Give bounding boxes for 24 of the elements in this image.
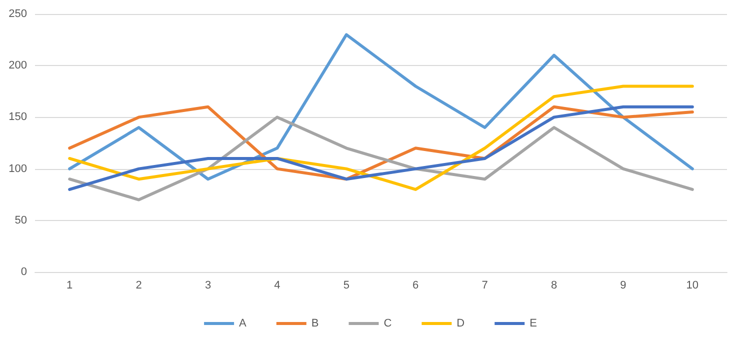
y-tick-label: 200	[8, 60, 27, 72]
y-tick-label: 0	[20, 266, 27, 278]
x-tick-label: 5	[343, 280, 350, 292]
legend-label: D	[456, 318, 465, 330]
x-tick-label: 10	[686, 280, 699, 292]
x-tick-label: 2	[136, 280, 142, 292]
x-tick-label: 9	[620, 280, 626, 292]
x-tick-label: 1	[66, 280, 73, 292]
legend-label: A	[239, 318, 248, 330]
line-series	[68, 116, 694, 202]
y-tick-label: 50	[14, 214, 27, 226]
y-tick-label: 250	[8, 8, 27, 20]
legend-label: C	[384, 318, 392, 330]
legend-label: E	[530, 318, 537, 330]
line-series	[68, 84, 694, 191]
legend-label: B	[311, 318, 319, 330]
x-tick-label: 6	[412, 280, 419, 292]
y-tick-label: 150	[8, 111, 27, 124]
x-tick-label: 3	[204, 280, 212, 292]
x-tick-label: 7	[482, 280, 488, 292]
x-tick-label: 8	[550, 280, 558, 292]
x-tick-label: 4	[274, 280, 280, 292]
line-series	[68, 33, 694, 181]
y-tick-label: 100	[8, 162, 27, 175]
